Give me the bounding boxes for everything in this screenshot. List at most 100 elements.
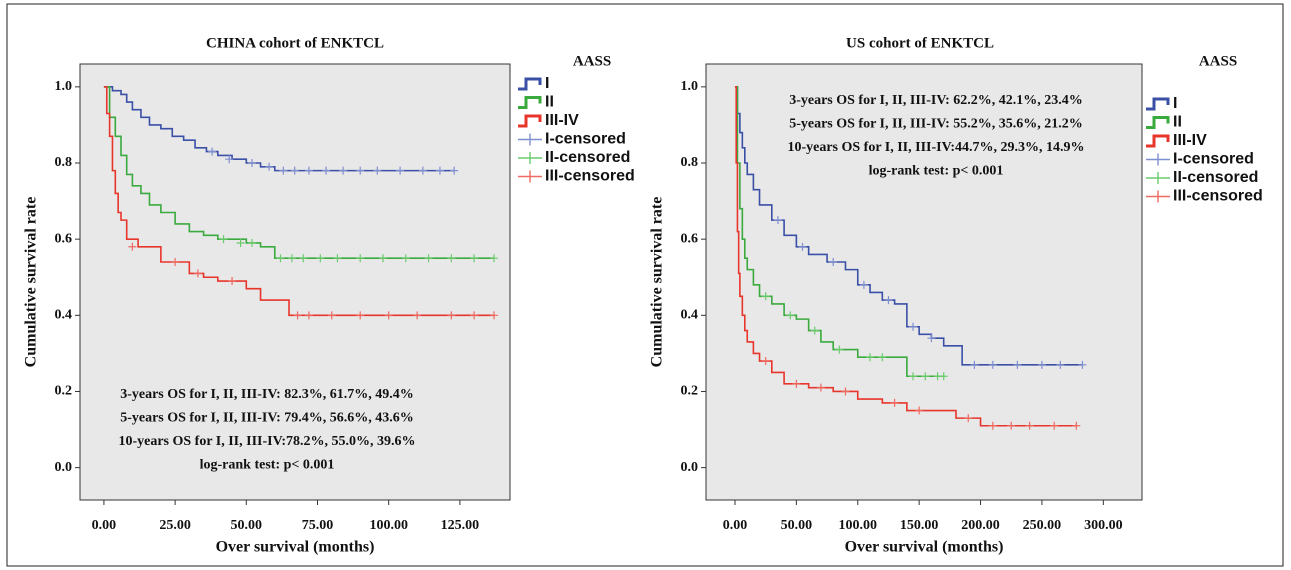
y-tick-label: 0.2 <box>55 384 73 399</box>
censor-mark <box>470 254 479 263</box>
censor-mark <box>373 166 382 175</box>
legend-label: II-censored <box>545 149 630 166</box>
frame <box>6 3 1284 567</box>
censor-mark <box>378 254 387 263</box>
censor-mark <box>401 254 410 263</box>
legend-symbol <box>518 96 542 109</box>
censor-mark <box>193 269 202 278</box>
censor-mark <box>208 147 217 156</box>
y-tick-label: 0.0 <box>681 460 699 475</box>
censor-mark <box>761 292 770 301</box>
censor-mark <box>1072 421 1081 430</box>
censor-mark <box>878 353 887 362</box>
x-tick-label: 100.00 <box>369 518 408 533</box>
x-tick-label: 150.00 <box>900 518 939 533</box>
censor-mark <box>228 277 237 286</box>
y-tick-label: 0.8 <box>681 155 699 170</box>
survival-curve <box>734 86 1083 366</box>
y-tick-label: 0.6 <box>55 231 73 246</box>
x-axis-label: Over survival (months) <box>216 539 375 556</box>
censor-mark <box>435 166 444 175</box>
legend-symbol <box>518 77 542 91</box>
censor-mark <box>884 296 893 305</box>
censor-mark <box>418 166 427 175</box>
x-tick-label: 250.00 <box>1023 518 1062 533</box>
censor-mark <box>988 421 997 430</box>
censor-mark <box>773 216 782 225</box>
censor-mark <box>1056 360 1065 369</box>
censor-mark <box>939 372 948 381</box>
annotation: 10-years OS for I, II, III-IV:44.7%, 29.… <box>787 140 1084 155</box>
y-tick-label: 0.2 <box>681 384 699 399</box>
legend-symbol <box>518 114 542 128</box>
censor-mark <box>915 406 924 415</box>
censor-mark <box>225 155 234 164</box>
annotation: log-rank test: p< 0.001 <box>200 458 335 473</box>
x-tick-label: 125.00 <box>441 518 480 533</box>
legend-symbol <box>518 152 542 164</box>
censor-mark <box>859 280 868 289</box>
censor-mark <box>396 166 405 175</box>
legend-label: I <box>545 75 549 92</box>
censor-mark <box>293 311 302 320</box>
censor-mark <box>128 242 137 251</box>
survival-curve <box>103 86 495 260</box>
chart-title: CHINA cohort of ENKTCL <box>206 35 384 51</box>
y-tick-label: 1.0 <box>681 79 699 94</box>
x-tick-label: 0.00 <box>92 518 117 533</box>
censor-mark <box>447 311 456 320</box>
y-axis-label: Cumulative survival rate <box>649 197 666 368</box>
legend-label: III-censored <box>545 168 635 185</box>
censor-mark <box>447 254 456 263</box>
censor-mark <box>490 254 499 263</box>
censor-mark <box>1025 421 1034 430</box>
legend-label: III-IV <box>545 112 579 129</box>
censor-mark <box>219 235 228 244</box>
x-tick-label: 25.00 <box>159 518 191 533</box>
censor-mark <box>356 254 365 263</box>
legend-label: III-IV <box>1173 132 1207 149</box>
plot-area <box>79 63 511 501</box>
x-tick-label: 50.00 <box>781 518 813 533</box>
censor-mark <box>810 326 819 335</box>
censor-mark <box>316 254 325 263</box>
legend-symbol <box>1146 190 1170 203</box>
censor-mark <box>798 242 807 251</box>
y-tick-label: 0.0 <box>55 460 73 475</box>
censor-mark <box>988 360 997 369</box>
legend-label: I-censored <box>1173 151 1254 168</box>
censor-mark <box>1013 360 1022 369</box>
censor-mark <box>248 238 256 247</box>
y-tick-label: 0.4 <box>681 308 699 323</box>
annotation: 3-years OS for I, II, III-IV: 82.3%, 61.… <box>120 387 414 402</box>
legend-label: II-censored <box>1173 169 1258 186</box>
censor-mark <box>816 383 825 392</box>
censor-mark <box>964 414 973 423</box>
legend-symbol <box>1146 134 1170 148</box>
censor-mark <box>327 311 336 320</box>
censor-mark <box>835 345 844 354</box>
annotation: log-rank test: p< 0.001 <box>869 164 1004 179</box>
x-tick-label: 300.00 <box>1084 518 1123 533</box>
legend-title: AASS <box>1199 53 1237 69</box>
censor-mark <box>304 166 313 175</box>
censor-mark <box>970 360 979 369</box>
censor-mark <box>490 311 499 320</box>
x-tick-label: 200.00 <box>961 518 1000 533</box>
annotation: 5-years OS for I, II, III-IV: 79.4%, 56.… <box>120 411 414 426</box>
x-tick-label: 50.00 <box>231 518 263 533</box>
legend-label: II <box>1173 114 1182 131</box>
censor-mark <box>1007 421 1016 430</box>
censor-mark <box>265 162 274 171</box>
censor-mark <box>1050 421 1059 430</box>
censor-mark <box>299 254 308 263</box>
y-tick-label: 0.8 <box>55 155 73 170</box>
censor-mark <box>909 322 918 331</box>
y-tick-label: 0.6 <box>681 231 699 246</box>
annotation: 5-years OS for I, II, III-IV: 55.2%, 35.… <box>789 117 1083 132</box>
legend-symbol <box>1146 172 1170 184</box>
censor-mark <box>1037 360 1046 369</box>
x-tick-label: 0.00 <box>723 518 748 533</box>
x-tick-label: 75.00 <box>302 518 334 533</box>
censor-mark <box>841 387 850 396</box>
